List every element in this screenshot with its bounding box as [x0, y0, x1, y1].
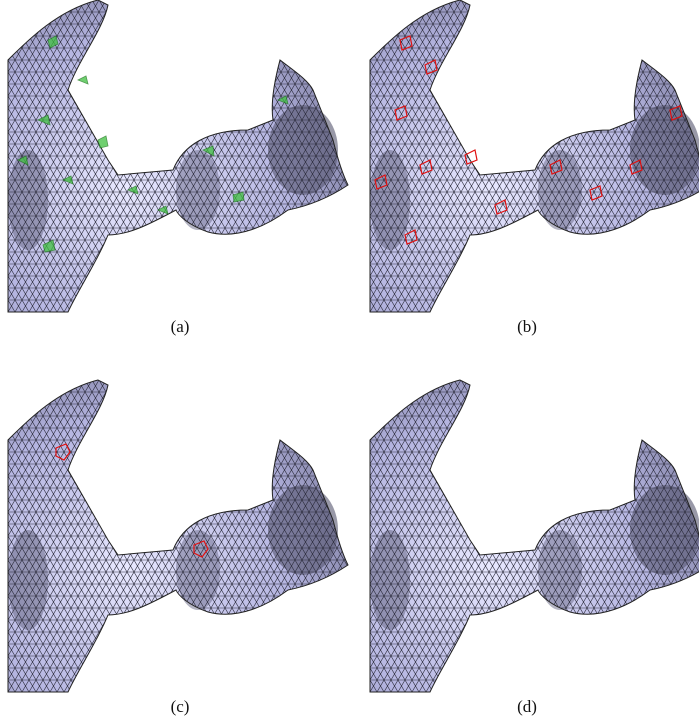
panel-a — [8, 0, 348, 312]
caption: (a) — [171, 317, 190, 336]
caption: (b) — [517, 317, 537, 336]
figure-canvas: (a) (b) (c) (d) — [0, 0, 699, 722]
panel-d — [370, 380, 699, 692]
figure: (a) (b) (c) (d) — [0, 0, 699, 722]
panel-c — [8, 380, 348, 692]
caption: (c) — [171, 697, 190, 716]
panel-b — [370, 0, 699, 312]
caption: (d) — [517, 697, 537, 716]
